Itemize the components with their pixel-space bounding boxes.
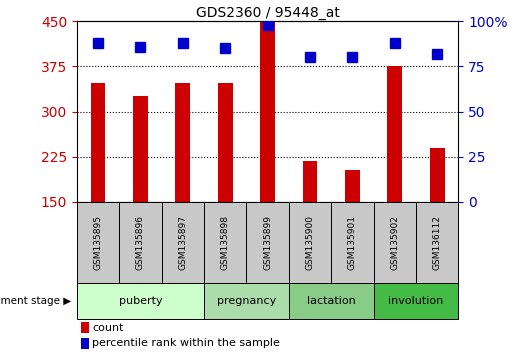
Bar xyxy=(204,202,246,283)
Bar xyxy=(374,283,458,319)
Bar xyxy=(303,161,317,202)
Bar xyxy=(260,22,275,202)
Text: GSM135900: GSM135900 xyxy=(306,215,314,270)
Bar xyxy=(162,202,204,283)
Bar xyxy=(387,67,402,202)
Bar xyxy=(77,283,204,319)
Text: puberty: puberty xyxy=(119,296,162,306)
Bar xyxy=(345,170,360,202)
Text: GSM136112: GSM136112 xyxy=(433,215,441,270)
Text: involution: involution xyxy=(388,296,444,306)
Bar xyxy=(81,338,89,349)
Text: count: count xyxy=(92,322,123,332)
Text: GSM135896: GSM135896 xyxy=(136,215,145,270)
Title: GDS2360 / 95448_at: GDS2360 / 95448_at xyxy=(196,6,340,20)
Bar xyxy=(133,97,148,202)
Bar xyxy=(204,283,289,319)
Bar xyxy=(119,202,162,283)
Bar xyxy=(416,202,458,283)
Bar xyxy=(331,202,374,283)
Text: pregnancy: pregnancy xyxy=(217,296,276,306)
Bar xyxy=(91,82,105,202)
Bar xyxy=(218,82,233,202)
Text: GSM135898: GSM135898 xyxy=(221,215,229,270)
Bar xyxy=(289,283,374,319)
Text: GSM135895: GSM135895 xyxy=(94,215,102,270)
Text: lactation: lactation xyxy=(307,296,356,306)
Bar xyxy=(175,82,190,202)
Text: GSM135902: GSM135902 xyxy=(391,215,399,270)
Text: GSM135899: GSM135899 xyxy=(263,215,272,270)
Bar xyxy=(81,322,89,333)
Bar xyxy=(289,202,331,283)
Text: GSM135897: GSM135897 xyxy=(179,215,187,270)
Text: development stage ▶: development stage ▶ xyxy=(0,296,72,306)
Bar xyxy=(430,148,445,202)
Text: percentile rank within the sample: percentile rank within the sample xyxy=(92,338,280,348)
Bar xyxy=(246,202,289,283)
Bar xyxy=(374,202,416,283)
Bar xyxy=(77,202,119,283)
Text: GSM135901: GSM135901 xyxy=(348,215,357,270)
